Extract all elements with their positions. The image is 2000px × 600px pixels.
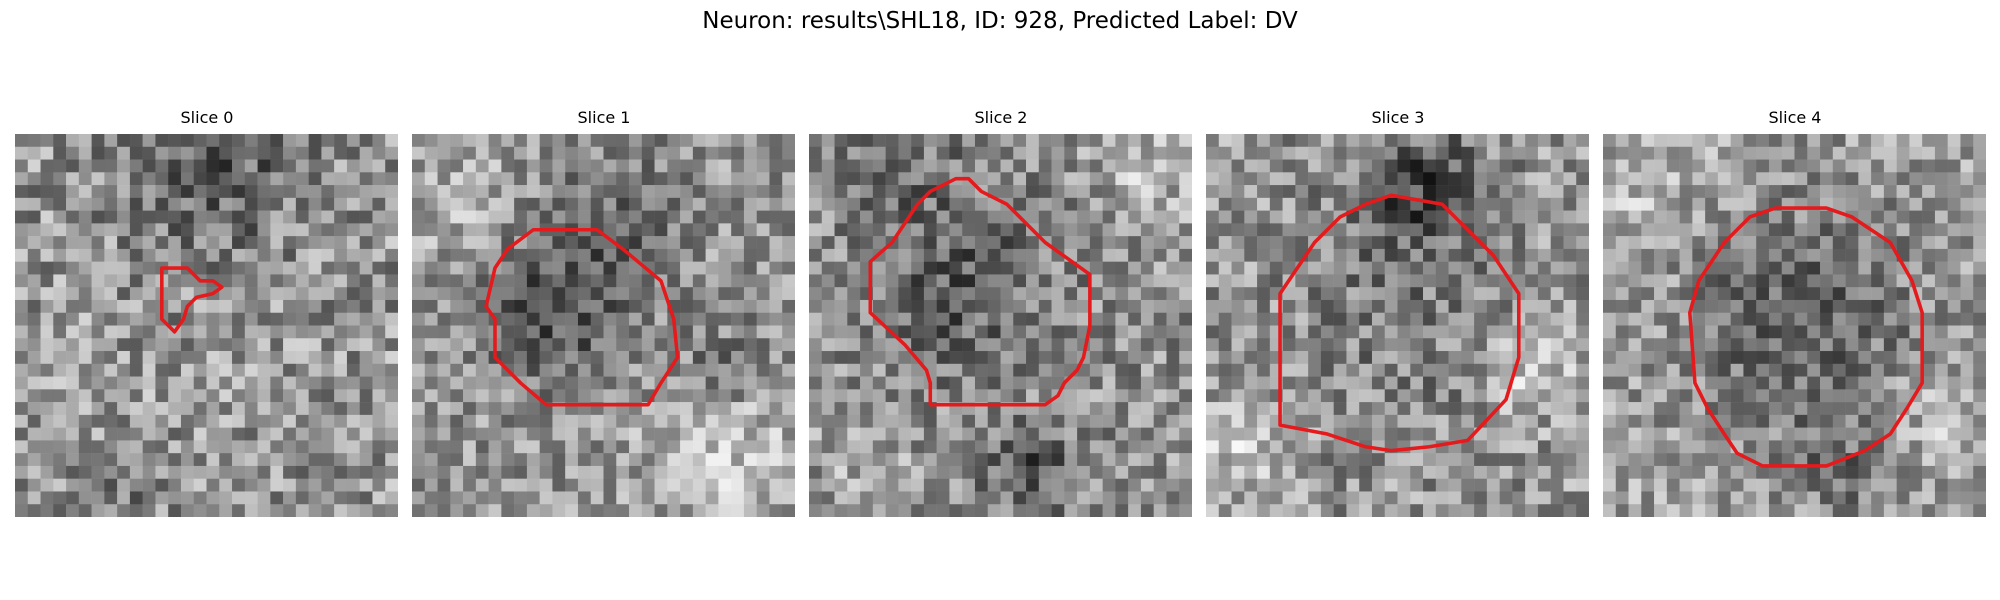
slice-title-0: Slice 0 <box>15 108 399 127</box>
slice-image-2 <box>809 134 1192 517</box>
slice-image-3 <box>1206 134 1589 517</box>
slice-title-3: Slice 3 <box>1206 108 1590 127</box>
slice-image-1 <box>412 134 795 517</box>
slice-image-0 <box>15 134 398 517</box>
slice-image-4 <box>1603 134 1986 517</box>
slice-title-2: Slice 2 <box>809 108 1193 127</box>
slice-title-4: Slice 4 <box>1603 108 1987 127</box>
slice-title-1: Slice 1 <box>412 108 796 127</box>
